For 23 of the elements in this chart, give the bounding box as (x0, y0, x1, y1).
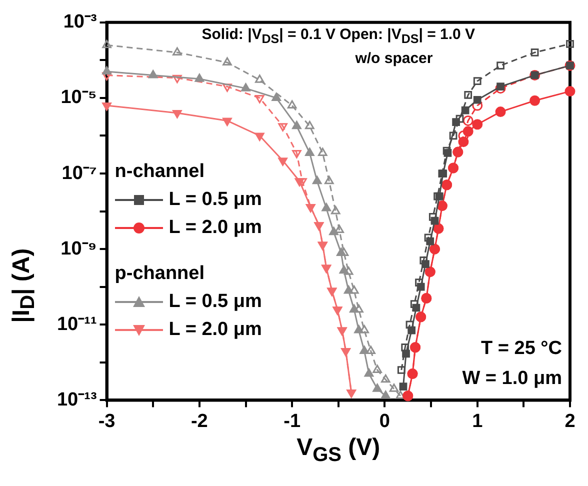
annotation: p-channel (114, 262, 206, 286)
annotation: W = 1.0 μm (462, 368, 562, 390)
legend-label: L = 0.5 μm (168, 189, 262, 210)
y-tick-label: 10⁻¹¹ (56, 314, 97, 335)
y-tick-label: 10⁻¹³ (56, 389, 97, 410)
annotation: n-channel (114, 160, 206, 184)
y-tick-label: 10⁻⁹ (60, 238, 97, 260)
x-tick-label: 1 (472, 410, 484, 432)
legend-label: L = 2.0 μm (168, 217, 262, 238)
x-tick-label: 2 (564, 410, 576, 432)
legend-label: L = 2.0 μm (168, 319, 262, 340)
y-tick-label: 10⁻⁵ (60, 87, 97, 108)
x-tick-label: -1 (284, 410, 301, 432)
x-tick-label: 0 (379, 410, 390, 432)
annotation: w/o spacer (355, 50, 433, 68)
annotation: Solid: |V$_{DS}$| = 0.1 V Open: |V$_{DS}$| = 1.0 V (202, 26, 476, 46)
x-tick-label: -2 (190, 410, 208, 432)
annotation: T = 25 °C (481, 338, 562, 360)
x-axis-title: V$_{GS}$ (V) (296, 434, 380, 467)
y-tick-label: 10⁻³ (63, 12, 97, 33)
legend-label: L = 0.5 μm (168, 291, 262, 312)
y-tick-label: 10⁻⁷ (62, 162, 97, 184)
x-tick-label: -3 (98, 410, 116, 432)
